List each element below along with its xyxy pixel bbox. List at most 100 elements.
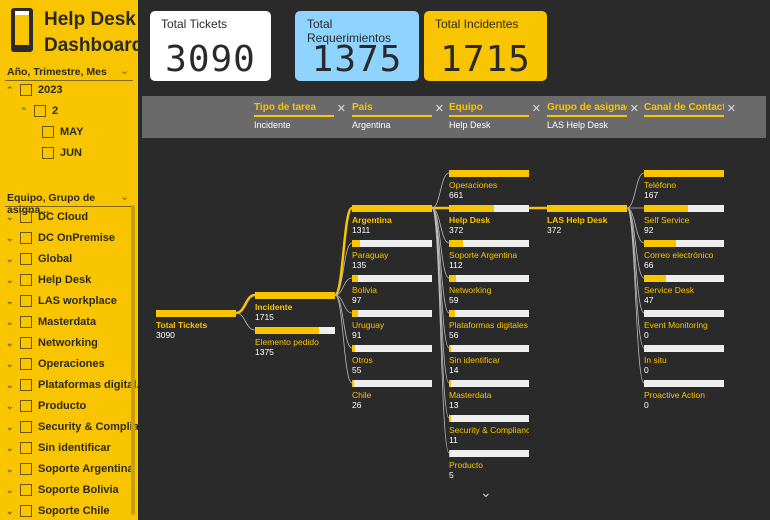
- slicer-item-team[interactable]: ⌄ Plataformas digital...: [6, 375, 138, 395]
- slicer-item-month[interactable]: MAY: [42, 122, 83, 142]
- tree-node[interactable]: Chile 26: [352, 380, 432, 410]
- checkbox[interactable]: [20, 442, 32, 454]
- caret-icon[interactable]: ⌄: [6, 274, 14, 285]
- slicer-item-team[interactable]: ⌄ Soporte Bolivia: [6, 480, 119, 500]
- checkbox[interactable]: [34, 105, 46, 117]
- slicer-item-team[interactable]: ⌄ Sin identificar: [6, 438, 111, 458]
- checkbox[interactable]: [20, 274, 32, 286]
- tree-node[interactable]: Uruguay 91: [352, 310, 432, 340]
- level-filter-grupo[interactable]: Grupo de asignac... ✕ LAS Help Desk: [547, 102, 639, 130]
- checkbox[interactable]: [42, 147, 54, 159]
- tree-node[interactable]: Sin identificar 14: [449, 345, 529, 375]
- slicer-item-team[interactable]: ⌄ LAS workplace: [6, 291, 117, 311]
- tree-node[interactable]: Total Tickets 3090: [156, 310, 236, 340]
- slicer-item-year[interactable]: ⌃ 2023: [6, 80, 62, 100]
- caret-icon[interactable]: ⌄: [6, 400, 14, 411]
- caret-icon[interactable]: ⌃: [6, 84, 14, 95]
- tree-node[interactable]: Argentina 1311: [352, 205, 432, 235]
- checkbox[interactable]: [20, 379, 32, 391]
- checkbox[interactable]: [20, 211, 32, 223]
- close-icon[interactable]: ✕: [434, 103, 444, 115]
- checkbox[interactable]: [20, 358, 32, 370]
- tree-node[interactable]: Paraguay 135: [352, 240, 432, 270]
- chevron-down-icon[interactable]: ⌄: [120, 65, 130, 77]
- slicer-item-team[interactable]: ⌄ Help Desk: [6, 270, 91, 290]
- level-filter-pais[interactable]: País ✕ Argentina: [352, 102, 444, 130]
- slicer-item-team[interactable]: ⌄ Soporte Argentina: [6, 459, 134, 479]
- tree-node[interactable]: Producto 5: [449, 450, 529, 480]
- tree-node[interactable]: Soporte Argentina 112: [449, 240, 529, 270]
- chevron-down-icon[interactable]: ⌄: [480, 484, 492, 500]
- chevron-down-icon[interactable]: ⌄: [120, 191, 130, 203]
- checkbox[interactable]: [20, 484, 32, 496]
- tree-node[interactable]: In situ 0: [644, 345, 724, 375]
- app-title-line2: Dashboard: [44, 35, 138, 56]
- tree-node[interactable]: Self Service 92: [644, 205, 724, 235]
- slicer-item-team[interactable]: ⌄ DC Cloud: [6, 207, 88, 227]
- tree-node-label: In situ: [644, 355, 667, 365]
- level-filter-equipo[interactable]: Equipo ✕ Help Desk: [449, 102, 541, 130]
- slicer-item-team[interactable]: ⌄ Operaciones: [6, 354, 105, 374]
- caret-icon[interactable]: ⌄: [6, 211, 14, 222]
- caret-icon[interactable]: ⌄: [6, 316, 14, 327]
- tree-node-bar: [644, 380, 724, 387]
- tree-node[interactable]: Bolivia 97: [352, 275, 432, 305]
- checkbox[interactable]: [42, 126, 54, 138]
- checkbox[interactable]: [20, 84, 32, 96]
- close-icon[interactable]: ✕: [726, 103, 736, 115]
- checkbox[interactable]: [20, 505, 32, 517]
- checkbox[interactable]: [20, 295, 32, 307]
- tree-node[interactable]: Otros 55: [352, 345, 432, 375]
- caret-icon[interactable]: ⌄: [6, 484, 14, 495]
- scrollbar[interactable]: [131, 205, 135, 515]
- tree-node[interactable]: Security & Compliance 11: [449, 415, 529, 445]
- caret-icon[interactable]: ⌄: [6, 505, 14, 516]
- caret-icon[interactable]: ⌄: [6, 337, 14, 348]
- caret-icon[interactable]: ⌄: [6, 232, 14, 243]
- slicer-item-team[interactable]: ⌄ Global: [6, 249, 72, 269]
- caret-icon[interactable]: ⌄: [6, 463, 14, 474]
- tree-node[interactable]: Help Desk 372: [449, 205, 529, 235]
- tree-node[interactable]: Proactive Action 0: [644, 380, 724, 410]
- tree-node[interactable]: Incidente 1715: [255, 292, 335, 322]
- tree-node[interactable]: LAS Help Desk 372: [547, 205, 627, 235]
- tree-node[interactable]: Networking 59: [449, 275, 529, 305]
- slicer-item-team[interactable]: ⌄ DC OnPremise: [6, 228, 115, 248]
- tree-node[interactable]: Masterdata 13: [449, 380, 529, 410]
- caret-icon[interactable]: ⌄: [6, 253, 14, 264]
- tree-node[interactable]: Teléfono 167: [644, 170, 724, 200]
- slicer-item-team[interactable]: ⌄ Producto: [6, 396, 86, 416]
- tree-node-fill: [449, 415, 451, 422]
- checkbox[interactable]: [20, 421, 32, 433]
- slicer-item-month[interactable]: JUN: [42, 143, 82, 163]
- level-filter-canal[interactable]: Canal de Contacto ✕: [644, 102, 736, 120]
- checkbox[interactable]: [20, 400, 32, 412]
- caret-icon[interactable]: ⌄: [6, 442, 14, 453]
- checkbox[interactable]: [20, 463, 32, 475]
- checkbox[interactable]: [20, 337, 32, 349]
- tree-node[interactable]: Service Desk 47: [644, 275, 724, 305]
- tree-node[interactable]: Elemento pedido 1375: [255, 327, 335, 357]
- slicer-item-team[interactable]: ⌄ Networking: [6, 333, 98, 353]
- caret-icon[interactable]: ⌄: [6, 379, 14, 390]
- tree-node[interactable]: Operaciones 661: [449, 170, 529, 200]
- close-icon[interactable]: ✕: [336, 103, 346, 115]
- slicer-item-team[interactable]: ⌄ Masterdata: [6, 312, 96, 332]
- slicer-item-team[interactable]: ⌄ Soporte Chile: [6, 501, 110, 520]
- level-filter-tipo[interactable]: Tipo de tarea ✕ Incidente: [254, 102, 346, 130]
- caret-icon[interactable]: ⌄: [6, 421, 14, 432]
- tree-node-label: Incidente: [255, 302, 293, 312]
- close-icon[interactable]: ✕: [531, 103, 541, 115]
- slicer-item-team[interactable]: ⌄ Security & Complia...: [6, 417, 138, 437]
- checkbox[interactable]: [20, 316, 32, 328]
- checkbox[interactable]: [20, 232, 32, 244]
- tree-node[interactable]: Plataformas digitales t...56: [449, 310, 529, 340]
- close-icon[interactable]: ✕: [629, 103, 639, 115]
- checkbox[interactable]: [20, 253, 32, 265]
- caret-icon[interactable]: ⌃: [20, 105, 28, 116]
- caret-icon[interactable]: ⌄: [6, 358, 14, 369]
- tree-node[interactable]: Event Monitoring 0: [644, 310, 724, 340]
- slicer-item-quarter[interactable]: ⌃ 2: [20, 101, 58, 121]
- caret-icon[interactable]: ⌄: [6, 295, 14, 306]
- tree-node[interactable]: Correo electrónico 66: [644, 240, 724, 270]
